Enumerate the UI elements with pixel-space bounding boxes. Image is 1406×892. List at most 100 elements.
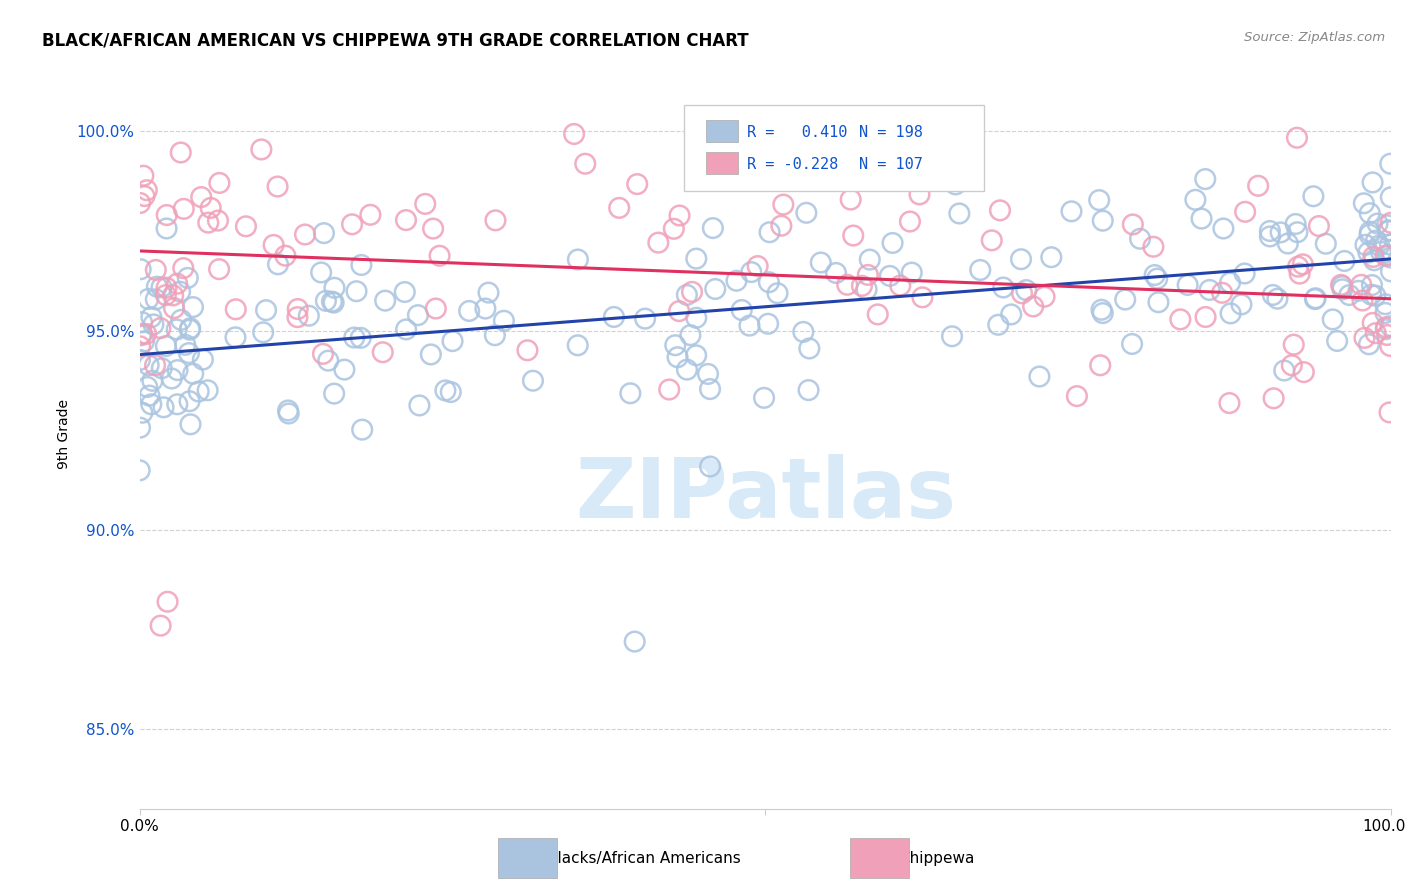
Point xyxy=(408,399,430,413)
Point xyxy=(149,618,172,632)
Point xyxy=(1379,216,1402,230)
Point xyxy=(1379,157,1402,171)
Point xyxy=(1040,250,1063,264)
Point xyxy=(756,317,779,331)
Point xyxy=(1369,244,1392,259)
Point xyxy=(889,278,911,293)
Point xyxy=(477,285,499,300)
Point xyxy=(309,265,332,279)
Point xyxy=(425,301,447,316)
Point xyxy=(1315,236,1337,251)
Text: 100.0%: 100.0% xyxy=(1362,820,1406,834)
Point xyxy=(312,226,335,240)
Point xyxy=(1353,331,1375,345)
Text: R =   0.410: R = 0.410 xyxy=(747,125,846,140)
Point xyxy=(134,189,156,203)
Point xyxy=(662,221,685,235)
Point xyxy=(181,367,204,381)
Point xyxy=(458,304,481,318)
Point xyxy=(1302,189,1324,203)
Point xyxy=(179,323,201,337)
Point xyxy=(1146,271,1168,285)
Point xyxy=(166,322,188,336)
Point xyxy=(142,318,165,332)
Point xyxy=(1339,288,1361,302)
Point xyxy=(856,268,879,282)
Point xyxy=(911,290,934,304)
Point xyxy=(1066,389,1088,403)
Point xyxy=(1147,295,1170,310)
Point xyxy=(315,293,337,308)
Point xyxy=(1022,300,1045,314)
Point xyxy=(681,285,703,299)
Point xyxy=(312,347,335,361)
Point xyxy=(1376,328,1399,343)
Point xyxy=(138,389,160,403)
Point xyxy=(1281,358,1303,372)
Point xyxy=(685,310,707,325)
Text: Blacks/African Americans: Blacks/African Americans xyxy=(547,851,741,865)
Point xyxy=(676,362,699,376)
Point xyxy=(1129,232,1152,246)
Point xyxy=(879,268,901,283)
Point xyxy=(796,206,818,220)
Point xyxy=(173,202,195,216)
Point xyxy=(160,371,183,385)
Point xyxy=(179,321,201,335)
Point xyxy=(162,288,184,302)
Point xyxy=(267,257,290,271)
Point xyxy=(882,235,904,250)
Point xyxy=(1365,234,1388,248)
Point xyxy=(200,201,222,215)
Point xyxy=(1322,312,1344,326)
Point xyxy=(603,310,626,324)
Point xyxy=(1360,287,1382,301)
Point xyxy=(197,384,219,398)
Y-axis label: 9th Grade: 9th Grade xyxy=(58,400,72,469)
Point xyxy=(350,258,373,272)
Text: BLACK/AFRICAN AMERICAN VS CHIPPEWA 9TH GRADE CORRELATION CHART: BLACK/AFRICAN AMERICAN VS CHIPPEWA 9TH G… xyxy=(42,31,749,49)
Point xyxy=(1379,319,1402,334)
Point xyxy=(155,281,177,295)
Point xyxy=(752,391,775,405)
Point xyxy=(434,384,457,398)
Point xyxy=(697,367,720,381)
Point xyxy=(1184,193,1206,207)
Point xyxy=(562,127,585,141)
Point xyxy=(1358,225,1381,239)
Point xyxy=(1303,292,1326,306)
Point xyxy=(1379,264,1402,278)
Point xyxy=(1367,217,1389,231)
Point xyxy=(323,386,346,401)
Point xyxy=(1211,285,1233,300)
Point xyxy=(191,352,214,367)
Point xyxy=(277,407,299,421)
Text: N = 198: N = 198 xyxy=(859,125,922,140)
Point xyxy=(1282,337,1305,351)
Point xyxy=(287,310,309,325)
Point xyxy=(825,266,848,280)
Point xyxy=(797,383,820,397)
Point xyxy=(1364,326,1386,341)
Point xyxy=(685,252,707,266)
Point xyxy=(190,190,212,204)
Point xyxy=(350,331,373,345)
Point xyxy=(166,397,188,411)
Point xyxy=(131,315,153,329)
Point xyxy=(1330,277,1353,292)
Point xyxy=(1292,365,1315,379)
Point xyxy=(516,343,538,358)
Point xyxy=(1234,204,1257,219)
Point xyxy=(131,406,153,420)
Point xyxy=(702,221,724,235)
Point xyxy=(177,271,200,285)
Point xyxy=(156,208,179,222)
Point xyxy=(731,303,754,318)
Point xyxy=(371,345,394,359)
Point xyxy=(141,310,163,325)
Bar xyxy=(706,120,738,142)
Point xyxy=(851,278,873,293)
Point xyxy=(413,197,436,211)
Point xyxy=(266,179,288,194)
Bar xyxy=(706,152,738,174)
